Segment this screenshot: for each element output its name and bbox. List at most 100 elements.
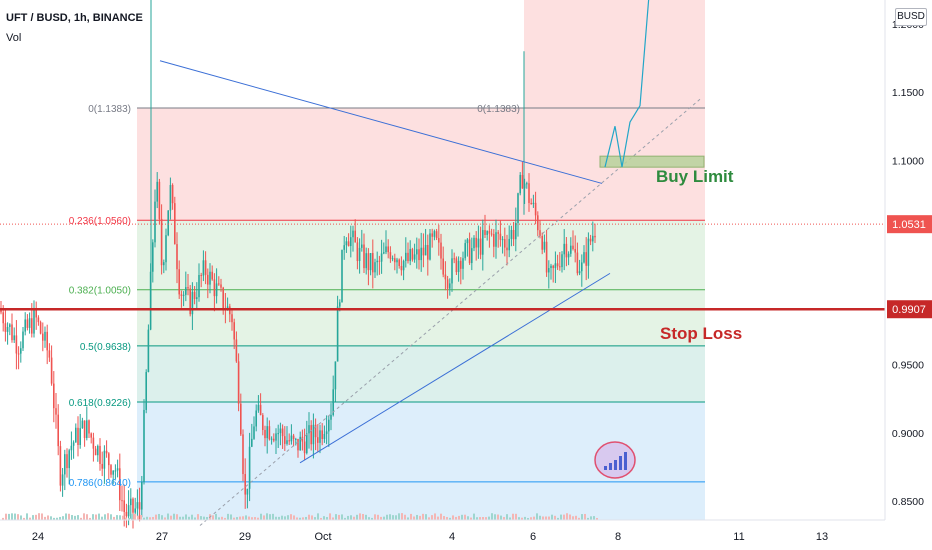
candle-body: [35, 308, 37, 318]
candle-body: [363, 244, 365, 269]
volume-bar: [557, 517, 559, 520]
volume-icon-bar: [619, 456, 622, 470]
volume-bar: [575, 515, 577, 520]
candle-body: [499, 233, 502, 240]
candle-body: [288, 440, 290, 442]
candle-body: [336, 306, 339, 362]
candle-body: [257, 404, 260, 411]
candle-body: [187, 287, 189, 289]
candle-body: [301, 436, 304, 442]
candle-body: [292, 435, 295, 439]
volume-bar: [239, 516, 241, 520]
volume-bar: [335, 514, 337, 520]
candle-body: [75, 427, 77, 443]
candle-body: [528, 183, 530, 203]
volume-bar: [350, 515, 352, 520]
volume-bar: [71, 515, 73, 520]
candle-body: [286, 440, 288, 444]
volume-bar: [359, 513, 361, 520]
candle-body: [510, 229, 513, 239]
volume-bar: [407, 517, 409, 520]
candle-body: [297, 438, 299, 451]
candle-body: [9, 324, 11, 327]
symbol-title[interactable]: UFT / BUSD, 1h, BINANCE: [6, 12, 143, 24]
candle-body: [2, 312, 4, 324]
volume-bar: [569, 514, 571, 520]
volume-bar: [41, 513, 43, 520]
volume-bar: [353, 516, 355, 520]
candle-body: [444, 274, 447, 280]
volume-bar: [158, 513, 160, 520]
volume-bar: [566, 513, 568, 520]
volume-bar: [89, 517, 91, 520]
candle-body: [352, 230, 354, 238]
volume-bar: [368, 517, 370, 520]
fib-level-label: 0.236(1.0560): [69, 216, 131, 227]
volume-bar: [458, 515, 460, 520]
volume-bar: [365, 514, 367, 520]
candle-body: [191, 291, 194, 315]
currency-button[interactable]: BUSD: [895, 8, 927, 26]
volume-bar: [443, 516, 445, 520]
candle-body: [442, 258, 444, 275]
volume-bar: [83, 513, 85, 520]
volume-bar: [23, 517, 25, 520]
volume-bar: [542, 516, 544, 520]
volume-bar: [470, 517, 472, 520]
candle-body: [389, 252, 392, 259]
volume-bar: [338, 514, 340, 520]
volume-bar: [431, 515, 433, 520]
candle-body: [495, 232, 497, 247]
volume-bar: [86, 514, 88, 520]
x-tick-label: Oct: [314, 531, 331, 543]
candle-body: [13, 335, 15, 341]
candle-body: [15, 335, 18, 354]
volume-bar: [401, 513, 403, 520]
candle-body: [114, 470, 117, 472]
candle-body: [594, 235, 596, 238]
volume-bar: [2, 517, 4, 520]
candle-body: [413, 254, 416, 260]
volume-bar: [281, 515, 283, 520]
x-tick-label: 29: [239, 531, 251, 543]
candle-body: [319, 430, 321, 443]
volume-bar: [74, 515, 76, 520]
volume-bar: [152, 516, 154, 520]
volume-bar: [119, 515, 121, 520]
volume-bar: [38, 513, 40, 520]
candle-body: [457, 260, 460, 273]
volume-bar: [20, 515, 22, 520]
volume-bar: [386, 514, 388, 520]
candle-body: [464, 243, 466, 259]
volume-bar: [332, 517, 334, 520]
volume-bar: [545, 516, 547, 520]
fib-level-label: 0.786(0.8640): [69, 478, 131, 489]
candle-body: [204, 260, 207, 275]
trend-line-lower: [299, 272, 611, 464]
volume-bar: [272, 513, 274, 520]
candle-body: [105, 450, 108, 454]
volume-bar: [356, 514, 358, 520]
candle-body: [218, 283, 220, 285]
x-tick-label: 24: [32, 531, 44, 543]
volume-bar: [266, 513, 268, 520]
candle-body: [585, 252, 587, 266]
candle-body: [530, 202, 532, 205]
candle-body: [303, 441, 306, 454]
volume-icon-bar: [604, 466, 607, 470]
volume-bar: [95, 514, 97, 520]
volume-indicator-label[interactable]: Vol: [6, 32, 22, 44]
volume-bar: [578, 517, 580, 520]
candle-body: [121, 500, 123, 502]
candle-body: [145, 372, 147, 410]
candle-body: [576, 252, 579, 274]
volume-bar: [113, 516, 115, 520]
volume-bar: [155, 514, 157, 520]
volume-bar: [362, 513, 364, 520]
candle-body: [482, 230, 484, 255]
candle-body: [418, 249, 420, 261]
x-tick-label: 13: [816, 531, 828, 543]
volume-bar: [410, 513, 412, 520]
volume-bar: [413, 516, 415, 520]
